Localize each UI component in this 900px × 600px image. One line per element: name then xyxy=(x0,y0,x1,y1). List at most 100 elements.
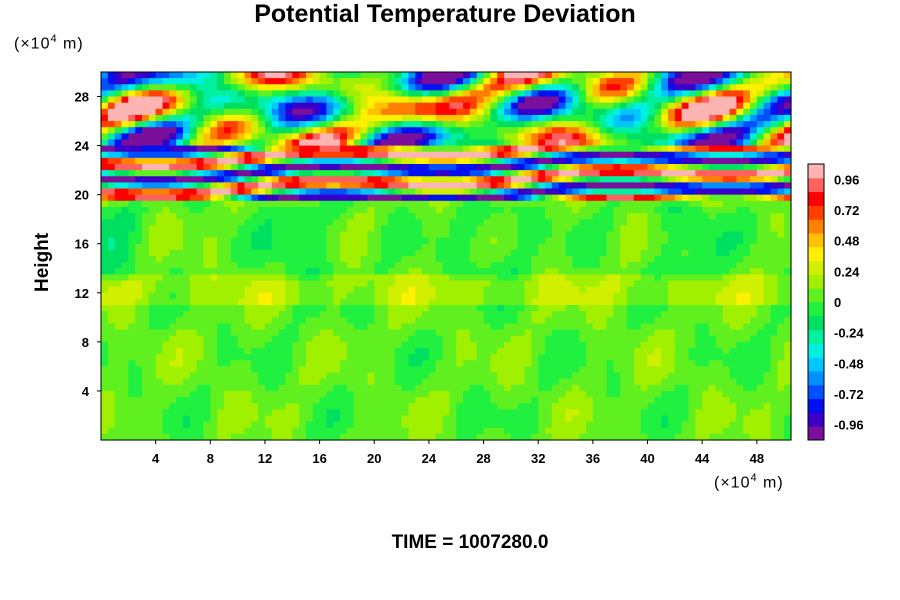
heatmap-cell xyxy=(278,194,287,202)
heatmap-cell xyxy=(695,249,703,257)
heatmap-cell xyxy=(490,280,498,288)
heatmap-cell xyxy=(312,206,321,214)
heatmap-cell xyxy=(715,133,724,141)
heatmap-cell xyxy=(777,157,785,165)
heatmap-cell xyxy=(408,139,416,147)
heatmap-cell xyxy=(736,121,744,128)
heatmap-cell xyxy=(189,108,198,116)
heatmap-cell xyxy=(114,133,123,141)
heatmap-cell xyxy=(674,366,683,374)
heatmap-cell xyxy=(258,329,266,337)
heatmap-cell xyxy=(736,200,744,208)
heatmap-cell xyxy=(551,262,560,269)
heatmap-cell xyxy=(114,249,123,257)
heatmap-cell xyxy=(750,151,758,159)
heatmap-cell xyxy=(285,84,293,91)
heatmap-cell xyxy=(346,348,355,355)
heatmap-cell xyxy=(620,237,628,245)
heatmap-cell xyxy=(702,96,710,104)
heatmap-cell xyxy=(251,249,259,257)
heatmap-cell xyxy=(620,348,628,355)
heatmap-cell xyxy=(606,213,614,220)
heatmap-cell xyxy=(490,231,498,239)
heatmap-cell xyxy=(312,176,321,183)
heatmap-cell xyxy=(551,200,560,208)
heatmap-cell xyxy=(203,114,211,122)
heatmap-cell xyxy=(114,335,123,343)
heatmap-cell xyxy=(114,176,123,183)
heatmap-cell xyxy=(743,329,751,337)
heatmap-cell xyxy=(299,213,307,220)
heatmap-cell xyxy=(176,72,184,79)
heatmap-cell xyxy=(114,72,123,79)
heatmap-cell xyxy=(422,249,430,257)
heatmap-cell xyxy=(750,311,758,318)
heatmap-cell xyxy=(428,311,437,318)
heatmap-cell xyxy=(668,256,676,263)
heatmap-cell xyxy=(613,121,621,128)
heatmap-cell xyxy=(217,72,225,79)
heatmap-cell xyxy=(777,139,785,147)
heatmap-cell xyxy=(483,341,491,349)
heatmap-cell xyxy=(312,151,321,159)
heatmap-cell xyxy=(770,213,778,220)
heatmap-cell xyxy=(128,121,136,128)
heatmap-cell xyxy=(258,305,266,312)
heatmap-cell xyxy=(777,243,785,251)
heatmap-cell xyxy=(326,372,334,380)
heatmap-cell xyxy=(654,280,662,288)
heatmap-cell xyxy=(654,298,662,306)
heatmap-cell xyxy=(558,145,567,153)
heatmap-cell xyxy=(299,188,307,196)
heatmap-cell xyxy=(408,90,416,98)
heatmap-cell xyxy=(435,127,444,134)
heatmap-cell xyxy=(217,249,225,257)
heatmap-cell xyxy=(169,366,177,374)
heatmap-cell xyxy=(736,268,744,275)
heatmap-cell xyxy=(210,348,218,355)
heatmap-cell xyxy=(203,133,211,141)
heatmap-cell xyxy=(107,139,116,147)
heatmap-cell xyxy=(264,151,273,159)
heatmap-cell xyxy=(244,317,252,325)
heatmap-cell xyxy=(770,348,778,355)
heatmap-cell xyxy=(483,274,491,282)
heatmap-cell xyxy=(784,256,792,263)
heatmap-cell xyxy=(148,139,157,147)
heatmap-cell xyxy=(121,96,129,104)
heatmap-cell xyxy=(299,96,307,104)
heatmap-cell xyxy=(408,360,416,367)
heatmap-cell xyxy=(606,354,614,361)
heatmap-cell xyxy=(422,341,430,349)
heatmap-cell xyxy=(777,188,785,196)
heatmap-cell xyxy=(415,231,423,239)
heatmap-cell xyxy=(531,108,539,116)
heatmap-cell xyxy=(681,243,690,251)
heatmap-cell xyxy=(599,176,608,183)
heatmap-cell xyxy=(483,90,491,98)
heatmap-cell xyxy=(531,335,539,343)
heatmap-cell xyxy=(668,182,676,190)
heatmap-cell xyxy=(374,286,382,294)
heatmap-cell xyxy=(558,213,567,220)
heatmap-cell xyxy=(661,139,669,147)
heatmap-cell xyxy=(101,108,109,116)
heatmap-cell xyxy=(299,286,307,294)
heatmap-cell xyxy=(333,108,341,116)
heatmap-cell xyxy=(770,311,778,318)
heatmap-cell xyxy=(613,305,621,312)
heatmap-cell xyxy=(763,78,772,85)
heatmap-cell xyxy=(784,341,792,349)
heatmap-cell xyxy=(162,311,170,318)
heatmap-cell xyxy=(674,274,683,282)
heatmap-cell xyxy=(223,213,232,220)
heatmap-cell xyxy=(326,249,334,257)
heatmap-cell xyxy=(408,256,416,263)
heatmap-cell xyxy=(545,182,553,190)
heatmap-cell xyxy=(162,292,170,300)
heatmap-cell xyxy=(606,249,614,257)
heatmap-cell xyxy=(128,354,136,361)
heatmap-cell xyxy=(681,305,690,312)
heatmap-cell xyxy=(346,360,355,367)
heatmap-cell xyxy=(681,237,690,245)
